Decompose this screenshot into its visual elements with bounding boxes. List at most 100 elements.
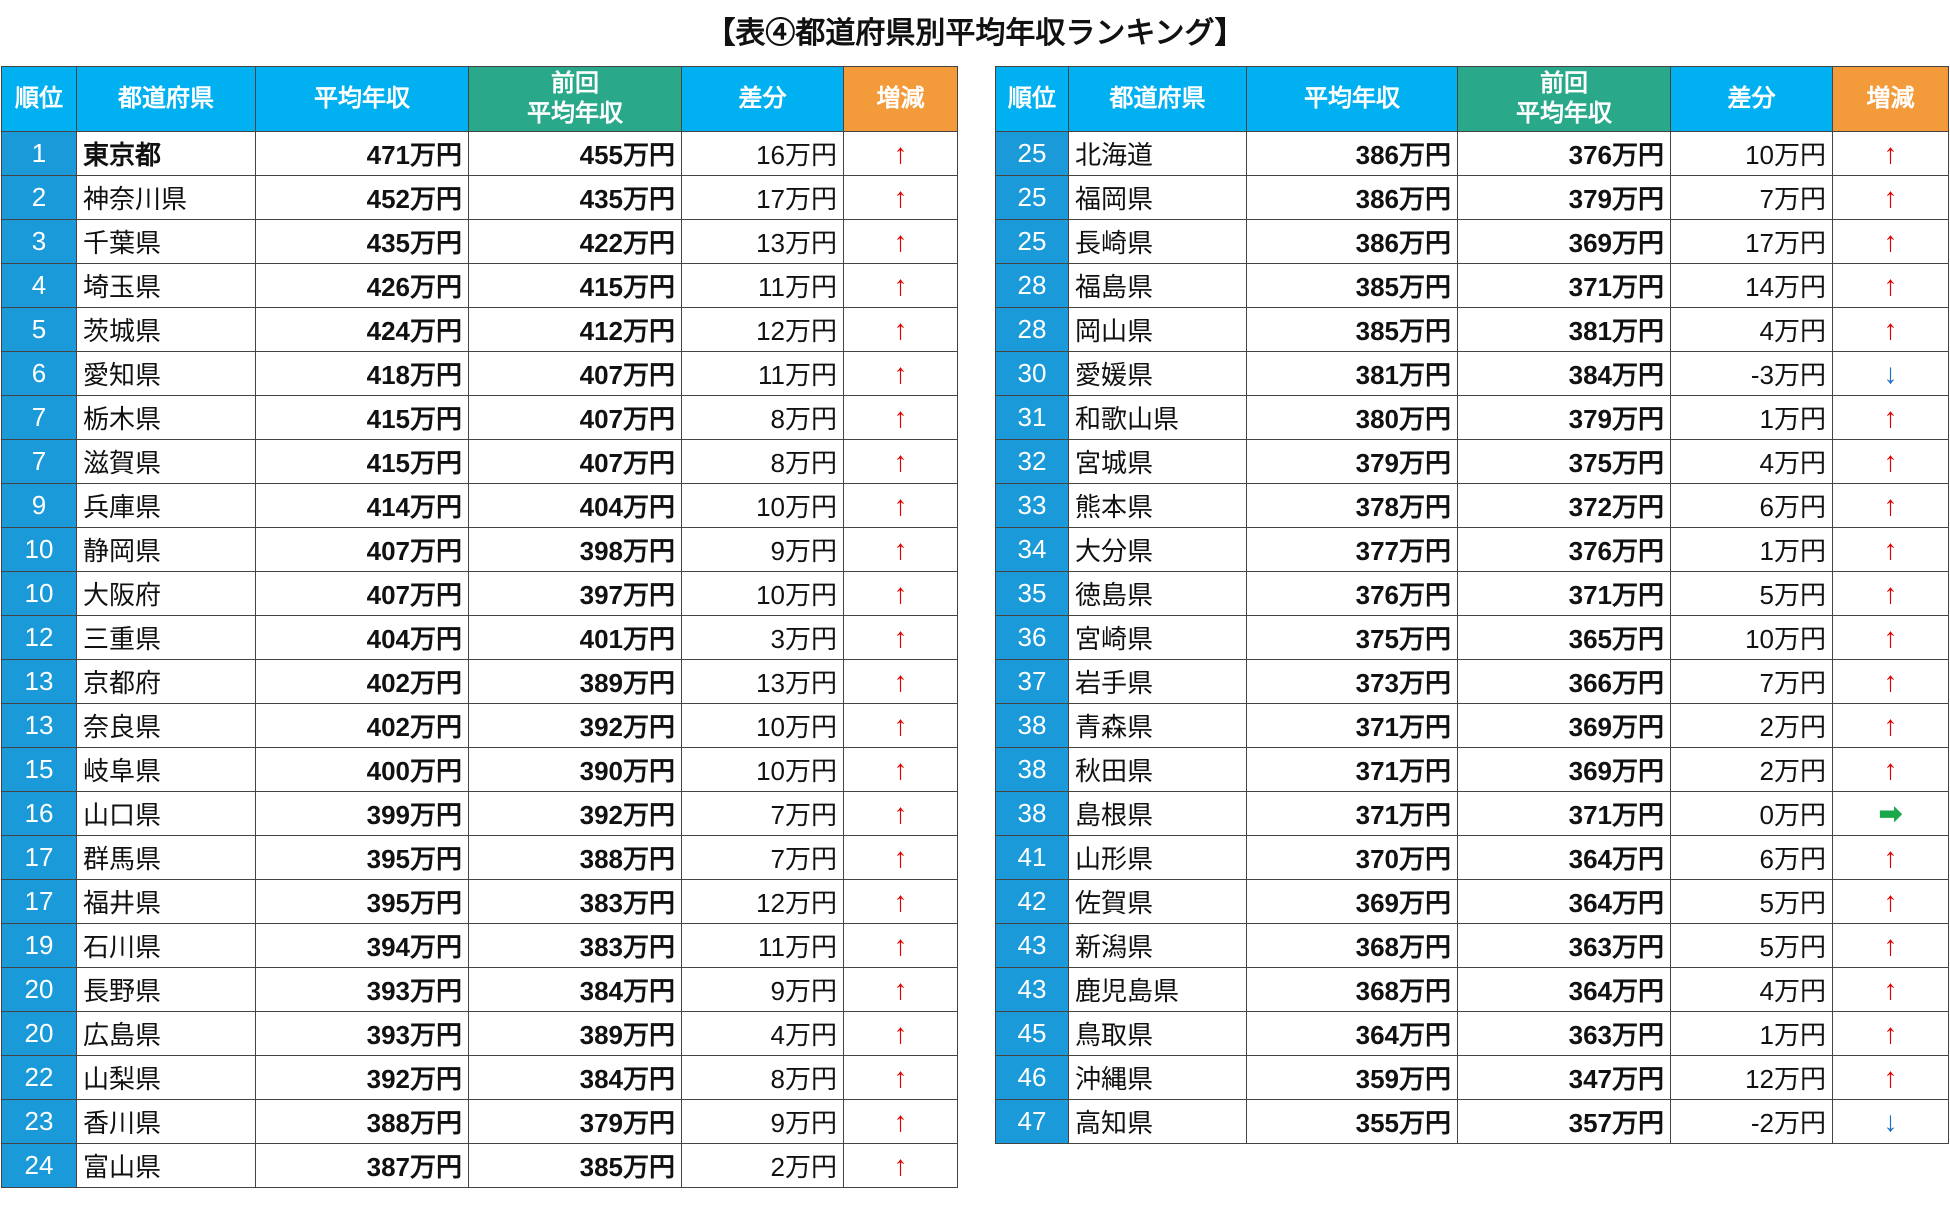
- data-row: 22 山梨県 392万円 384万円 8万円 ↑: [1, 1055, 958, 1100]
- rank-cell: 7: [1, 395, 77, 440]
- prefecture-cell: 徳島県: [1068, 571, 1247, 616]
- rank-cell: 7: [1, 439, 77, 484]
- data-row: 38 青森県 371万円 369万円 2万円 ↑: [995, 703, 1949, 748]
- trend-cell: ↑: [843, 131, 958, 176]
- trend-cell: ↑: [1832, 263, 1949, 308]
- prefecture-cell: 岐阜県: [76, 747, 256, 792]
- trend-cell: ↑: [1832, 175, 1949, 220]
- trend-cell: ↑: [843, 1099, 958, 1144]
- prefecture-cell: 石川県: [76, 923, 256, 968]
- rank-cell: 1: [1, 131, 77, 176]
- trend-cell: ↑: [1832, 659, 1949, 704]
- trend-cell: ↑: [843, 351, 958, 396]
- rank-cell: 32: [995, 439, 1069, 484]
- average-income-cell: 370万円: [1246, 835, 1458, 880]
- data-row: 28 福島県 385万円 371万円 14万円 ↑: [995, 263, 1949, 308]
- rank-cell: 4: [1, 263, 77, 308]
- difference-cell: 13万円: [681, 219, 844, 264]
- trend-cell: ↑: [1832, 131, 1949, 176]
- data-row: 6 愛知県 418万円 407万円 11万円 ↑: [1, 351, 958, 396]
- header-line: 前回: [551, 70, 599, 97]
- data-row: 4 埼玉県 426万円 415万円 11万円 ↑: [1, 263, 958, 308]
- data-row: 3 千葉県 435万円 422万円 13万円 ↑: [1, 219, 958, 264]
- prefecture-cell: 滋賀県: [76, 439, 256, 484]
- average-income-cell: 377万円: [1246, 527, 1458, 572]
- prefecture-cell: 高知県: [1068, 1099, 1247, 1144]
- average-income-cell: 371万円: [1246, 703, 1458, 748]
- rank-cell: 10: [1, 527, 77, 572]
- trend-cell: ↑: [843, 307, 958, 352]
- prefecture-cell: 福井県: [76, 879, 256, 924]
- average-income-cell: 359万円: [1246, 1055, 1458, 1100]
- previous-income-cell: 371万円: [1457, 263, 1671, 308]
- trend-cell: ↑: [1832, 879, 1949, 924]
- rank-cell: 45: [995, 1011, 1069, 1056]
- difference-cell: 13万円: [681, 659, 844, 704]
- average-income-cell: 368万円: [1246, 967, 1458, 1012]
- rank-cell: 41: [995, 835, 1069, 880]
- difference-cell: 4万円: [1670, 967, 1833, 1012]
- average-income-cell: 385万円: [1246, 263, 1458, 308]
- previous-income-cell: 388万円: [468, 835, 682, 880]
- header-cell: 前回 平均年収: [1457, 66, 1671, 132]
- average-income-cell: 402万円: [255, 703, 469, 748]
- data-row: 24 富山県 387万円 385万円 2万円 ↑: [1, 1143, 958, 1188]
- difference-cell: 0万円: [1670, 791, 1833, 836]
- prefecture-cell: 広島県: [76, 1011, 256, 1056]
- average-income-cell: 452万円: [255, 175, 469, 220]
- previous-income-cell: 379万円: [1457, 175, 1671, 220]
- average-income-cell: 386万円: [1246, 175, 1458, 220]
- previous-income-cell: 455万円: [468, 131, 682, 176]
- average-income-cell: 392万円: [255, 1055, 469, 1100]
- trend-cell: ↑: [1832, 747, 1949, 792]
- data-row: 12 三重県 404万円 401万円 3万円 ↑: [1, 615, 958, 660]
- rank-cell: 12: [1, 615, 77, 660]
- trend-cell: ↑: [843, 703, 958, 748]
- header-line: 平均年収: [1516, 100, 1612, 127]
- previous-income-cell: 369万円: [1457, 703, 1671, 748]
- previous-income-cell: 364万円: [1457, 835, 1671, 880]
- previous-income-cell: 397万円: [468, 571, 682, 616]
- average-income-cell: 395万円: [255, 879, 469, 924]
- data-row: 17 群馬県 395万円 388万円 7万円 ↑: [1, 835, 958, 880]
- previous-income-cell: 389万円: [468, 659, 682, 704]
- rank-cell: 17: [1, 835, 77, 880]
- rank-cell: 25: [995, 175, 1069, 220]
- prefecture-cell: 新潟県: [1068, 923, 1247, 968]
- average-income-cell: 415万円: [255, 439, 469, 484]
- average-income-cell: 424万円: [255, 307, 469, 352]
- rank-cell: 43: [995, 967, 1069, 1012]
- prefecture-cell: 奈良県: [76, 703, 256, 748]
- trend-cell: ↑: [843, 1143, 958, 1188]
- difference-cell: 2万円: [1670, 747, 1833, 792]
- trend-cell: ↑: [843, 835, 958, 880]
- average-income-cell: 369万円: [1246, 879, 1458, 924]
- trend-cell: ↑: [843, 571, 958, 616]
- difference-cell: 10万円: [681, 483, 844, 528]
- prefecture-cell: 愛媛県: [1068, 351, 1247, 396]
- rank-cell: 30: [995, 351, 1069, 396]
- rank-cell: 16: [1, 791, 77, 836]
- difference-cell: 4万円: [1670, 307, 1833, 352]
- trend-cell: ↑: [843, 1011, 958, 1056]
- average-income-cell: 355万円: [1246, 1099, 1458, 1144]
- rank-cell: 22: [1, 1055, 77, 1100]
- rank-cell: 47: [995, 1099, 1069, 1144]
- data-row: 45 鳥取県 364万円 363万円 1万円 ↑: [995, 1011, 1949, 1056]
- average-income-cell: 386万円: [1246, 219, 1458, 264]
- data-row: 42 佐賀県 369万円 364万円 5万円 ↑: [995, 879, 1949, 924]
- prefecture-cell: 京都府: [76, 659, 256, 704]
- rank-cell: 42: [995, 879, 1069, 924]
- data-row: 15 岐阜県 400万円 390万円 10万円 ↑: [1, 747, 958, 792]
- rank-cell: 28: [995, 263, 1069, 308]
- previous-income-cell: 389万円: [468, 1011, 682, 1056]
- difference-cell: 12万円: [681, 879, 844, 924]
- ranking-table: 順位 都道府県 平均年収 前回 平均年収 差分 増減 1 東京都 471万円 455万円 16万円 ↑ 2…: [1, 66, 958, 1188]
- rank-cell: 35: [995, 571, 1069, 616]
- trend-cell: ↑: [843, 879, 958, 924]
- data-row: 16 山口県 399万円 392万円 7万円 ↑: [1, 791, 958, 836]
- previous-income-cell: 379万円: [468, 1099, 682, 1144]
- average-income-cell: 404万円: [255, 615, 469, 660]
- data-row: 25 長崎県 386万円 369万円 17万円 ↑: [995, 219, 1949, 264]
- prefecture-cell: 大阪府: [76, 571, 256, 616]
